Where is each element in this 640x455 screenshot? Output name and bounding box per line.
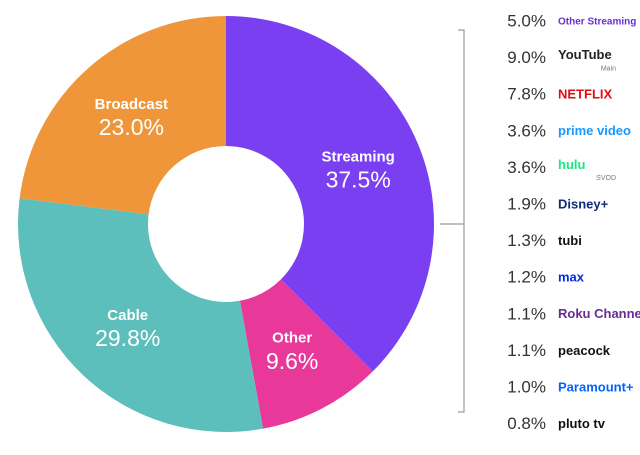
service-name: tubi <box>558 233 582 248</box>
breakdown-value: 1.9% <box>507 194 546 213</box>
breakdown-value: 3.6% <box>507 158 546 177</box>
slice-name: Other <box>272 330 312 347</box>
breakdown-value: 1.3% <box>507 231 546 250</box>
breakdown-value: 9.0% <box>507 48 546 67</box>
slice-value: 29.8% <box>95 325 160 351</box>
slice-value: 23.0% <box>99 114 164 140</box>
service-name: hulu <box>558 157 585 172</box>
breakdown-value: 7.8% <box>507 85 546 104</box>
slice <box>19 16 226 215</box>
service-name: Disney+ <box>558 196 609 211</box>
slice <box>18 198 264 433</box>
breakdown-value: 1.1% <box>507 341 546 360</box>
breakdown-value: 1.1% <box>507 304 546 323</box>
service-name: Paramount+ <box>558 379 634 394</box>
breakdown-value: 0.8% <box>507 414 546 433</box>
service-name: max <box>558 270 585 285</box>
service-sub: SVOD <box>596 175 616 182</box>
service-name: peacock <box>558 343 611 358</box>
breakdown-value: 3.6% <box>507 121 546 140</box>
service-name: NETFLIX <box>558 87 612 102</box>
breakdown-value: 1.0% <box>507 377 546 396</box>
slice-name: Streaming <box>321 148 394 165</box>
slice <box>239 279 373 429</box>
breakdown-value: 5.0% <box>507 11 546 30</box>
service-name: pluto tv <box>558 416 606 431</box>
slice-name: Cable <box>107 307 148 324</box>
service-name: Roku Channel <box>558 306 640 321</box>
slice-name: Broadcast <box>95 96 168 113</box>
slice-value: 9.6% <box>266 348 318 374</box>
slice-value: 37.5% <box>326 167 391 193</box>
slice <box>226 16 434 372</box>
service-name: YouTube <box>558 47 612 62</box>
breakdown-value: 1.2% <box>507 268 546 287</box>
service-name: Other Streaming <box>558 17 636 28</box>
service-sub: Main <box>601 65 616 72</box>
bracket <box>440 29 465 413</box>
service-name: prime video <box>558 123 631 138</box>
